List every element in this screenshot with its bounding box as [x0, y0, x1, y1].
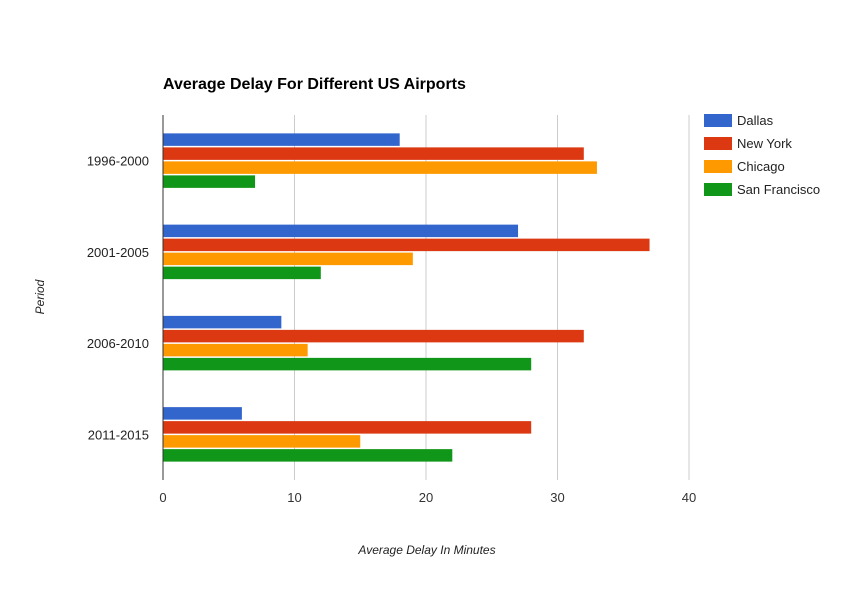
bar-chicago	[163, 161, 597, 174]
legend-swatch	[704, 114, 732, 127]
x-tick-label: 20	[419, 490, 433, 505]
bar-dallas	[163, 133, 400, 146]
x-tick-label: 10	[287, 490, 301, 505]
legend-label: San Francisco	[737, 182, 820, 197]
x-axis-title: Average Delay In Minutes	[357, 543, 495, 557]
y-category-label: 2001-2005	[87, 245, 149, 260]
legend: Dallas New York Chicago San Francisco	[704, 113, 820, 197]
bar-dallas	[163, 315, 282, 329]
legend-swatch	[704, 160, 732, 173]
y-category-label: 2006-2010	[87, 336, 149, 351]
bar-dallas	[163, 407, 242, 420]
y-category-label: 2011-2015	[88, 427, 149, 442]
bar-new-york	[163, 238, 650, 252]
grid-lines	[294, 115, 690, 480]
bar-group	[163, 133, 650, 462]
y-category-label: 1996-2000	[87, 154, 149, 169]
legend-swatch	[704, 183, 732, 196]
x-tick-label: 30	[550, 490, 564, 505]
bar-dallas	[163, 224, 519, 238]
y-axis-title: Period	[33, 279, 47, 314]
legend-swatch	[704, 137, 732, 150]
bar-new-york	[163, 147, 584, 160]
bar-chicago	[163, 435, 361, 448]
x-tick-label: 0	[159, 490, 166, 505]
bar-san-francisco	[163, 175, 256, 188]
legend-label: New York	[737, 136, 792, 151]
bar-san-francisco	[163, 266, 321, 280]
axes: 0 10 20 30 40 1996-2000 2001-2005 2006-2010 2011…	[87, 115, 696, 505]
bar-chicago	[163, 252, 413, 266]
x-tick-label: 40	[682, 490, 696, 505]
chart-title: Average Delay For Different US Airports	[163, 76, 466, 93]
bar-chicago	[163, 343, 308, 357]
bar-new-york	[163, 329, 584, 343]
bar-san-francisco	[163, 449, 453, 462]
bar-new-york	[163, 421, 532, 434]
legend-label: Dallas	[737, 113, 774, 128]
bar-san-francisco	[163, 357, 532, 371]
legend-label: Chicago	[737, 159, 785, 174]
